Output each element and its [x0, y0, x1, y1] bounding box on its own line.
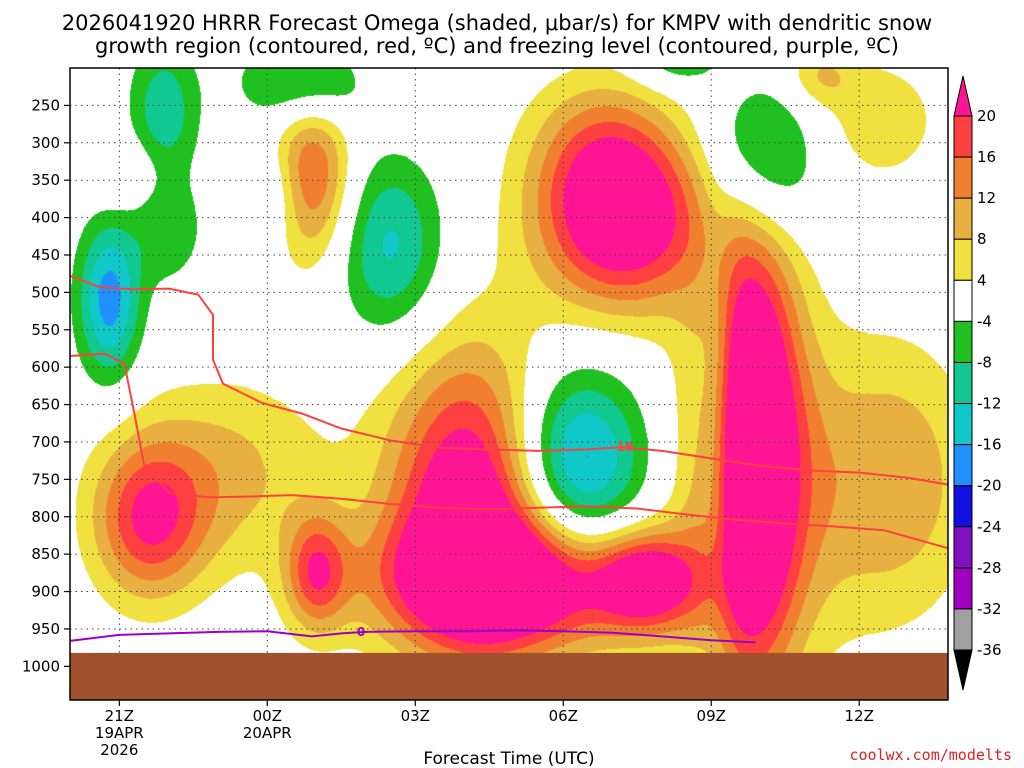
gridlines: [70, 68, 948, 700]
y-tick-label: 700: [31, 433, 60, 451]
colorbar-label: -8: [977, 353, 992, 371]
colorbar-swatch: [953, 608, 973, 651]
y-tick-label: 350: [31, 171, 60, 189]
x-tick-label: 06Z: [549, 707, 578, 725]
chart-title-line-1: 2026041920 HRRR Forecast Omega (shaded, …: [62, 11, 932, 35]
colorbar-min-triangle: [953, 649, 973, 691]
colorbar-swatch: [953, 279, 973, 322]
x-tick-label: 09Z: [697, 707, 726, 725]
colorbar-label: -24: [977, 518, 1002, 536]
y-tick-label: 400: [31, 209, 60, 227]
plot-frame: [69, 67, 949, 701]
y-tick-label: 550: [31, 321, 60, 339]
y-tick-label: 250: [31, 96, 60, 114]
y-tick-label: 450: [31, 246, 60, 264]
colorbar-swatch: [953, 115, 973, 158]
y-tick-label: 850: [31, 545, 60, 563]
y-tick-label: 500: [31, 283, 60, 301]
y-tick-label: 800: [31, 508, 60, 526]
colorbar: 20 16 12 8 4 -4 -8 -12 -16 -20 -24 -28 -32 -36: [953, 75, 1002, 691]
plot-area: -18 -1 0: [69, 67, 949, 701]
y-tick-label: 300: [31, 134, 60, 152]
colorbar-label: 8: [977, 230, 987, 248]
x-tick-label: 00Z: [253, 707, 282, 725]
y-tick-label: 900: [31, 583, 60, 601]
credit-link[interactable]: coolwx.com/modelts: [849, 746, 1012, 764]
y-tick-label: 750: [31, 470, 60, 488]
colorbar-swatch: [953, 156, 973, 199]
colorbar-swatch: [953, 526, 973, 569]
y-tick-label: 650: [31, 396, 60, 414]
dgz-lower-contour: [69, 352, 949, 550]
y-tick-label: 600: [31, 358, 60, 376]
x-tick-label: 2026: [100, 741, 138, 759]
x-tick-label: 03Z: [401, 707, 430, 725]
x-tick-label: 19APR: [95, 724, 144, 742]
colorbar-label: 16: [977, 148, 996, 166]
dgz-upper-contour-label: -18: [612, 440, 634, 454]
colorbar-swatch: [953, 320, 973, 363]
dgz-upper-contour: [69, 274, 949, 486]
y-tick-label: 1000: [22, 657, 60, 675]
x-tick-label: 21Z: [105, 707, 134, 725]
colorbar-label: -20: [977, 477, 1002, 495]
freezing-level-contour-label: 0: [357, 625, 365, 639]
freezing-level-contour: [69, 629, 756, 644]
colorbar-max-triangle: [953, 75, 973, 117]
colorbar-label: 4: [977, 271, 987, 289]
colorbar-label: -16: [977, 436, 1002, 454]
colorbar-swatch: [953, 361, 973, 405]
colorbar-swatch: [953, 238, 973, 281]
colorbar-label: 20: [977, 107, 996, 125]
temperature-contours: -18 -1 0: [69, 274, 949, 644]
colorbar-label: -12: [977, 395, 1002, 413]
colorbar-label: -36: [977, 641, 1002, 659]
x-tick-label: 20APR: [243, 724, 292, 742]
x-axis-title: Forecast Time (UTC): [423, 749, 594, 768]
colorbar-label: 12: [977, 189, 996, 207]
y-axis: 250 300 350 400 450 500 550 600 650 700 750 800 850 9…: [22, 96, 70, 675]
colorbar-label: -28: [977, 559, 1002, 577]
omega-shading: [70, 68, 948, 700]
colorbar-swatch: [953, 197, 973, 240]
colorbar-swatch: [953, 444, 973, 487]
dgz-lower-contour-label: -1: [507, 502, 520, 516]
y-tick-label: 950: [31, 620, 60, 638]
colorbar-swatch: [953, 567, 973, 610]
colorbar-swatch: [953, 403, 973, 446]
colorbar-swatch: [953, 485, 973, 528]
chart-title-line-2: growth region (contoured, red, ºC) and f…: [95, 34, 899, 58]
colorbar-label: -4: [977, 312, 992, 330]
surface-terrain: [70, 652, 948, 700]
x-tick-label: 12Z: [845, 707, 874, 725]
colorbar-label: -32: [977, 600, 1002, 618]
